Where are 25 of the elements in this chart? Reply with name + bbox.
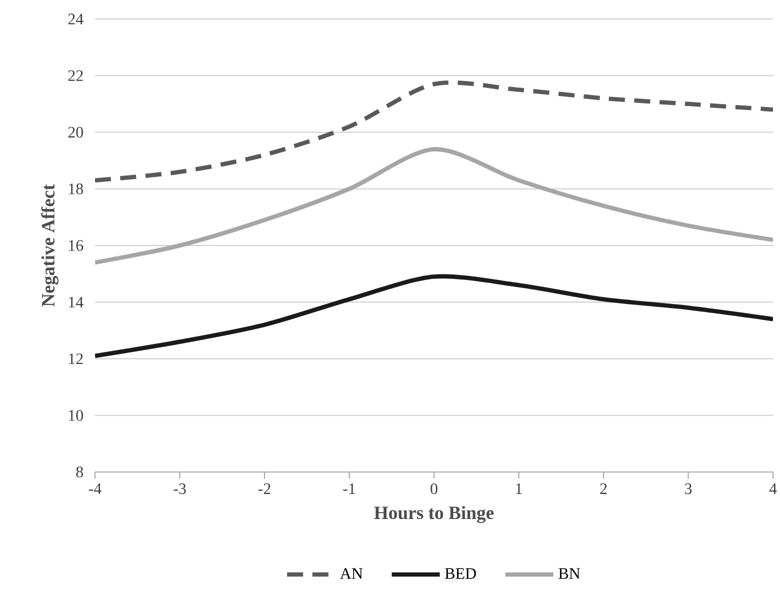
y-axis-title: Negative Affect <box>41 184 58 307</box>
y-tick-label: 16 <box>69 240 84 251</box>
x-tick-label: 2 <box>600 483 607 494</box>
x-tick-label: -1 <box>343 483 355 494</box>
legend-label: AN <box>340 568 363 579</box>
legend-label: BED <box>445 568 476 579</box>
y-tick-label: 24 <box>68 14 84 24</box>
x-tick-label: -2 <box>258 483 270 494</box>
line-series <box>95 147 774 265</box>
x-tick-label: -4 <box>88 483 102 494</box>
line-series <box>95 274 774 358</box>
x-tick-label: 4 <box>769 483 777 494</box>
y-tick-label: 14 <box>69 296 84 308</box>
y-tick-label: 10 <box>69 410 84 421</box>
y-tick-label: 12 <box>69 353 83 364</box>
x-tick-label: 1 <box>516 483 522 494</box>
x-tick-label: -3 <box>174 483 186 494</box>
legend-label: BN <box>558 568 580 579</box>
x-tick-label: 0 <box>430 483 438 494</box>
y-tick-label: 8 <box>76 466 84 478</box>
y-tick-label: 20 <box>68 126 84 138</box>
y-tick-label: 18 <box>69 183 84 194</box>
y-tick-label: 22 <box>68 70 83 81</box>
x-axis-title: Hours to Binge <box>374 506 494 524</box>
x-tick-label: 3 <box>685 483 692 494</box>
